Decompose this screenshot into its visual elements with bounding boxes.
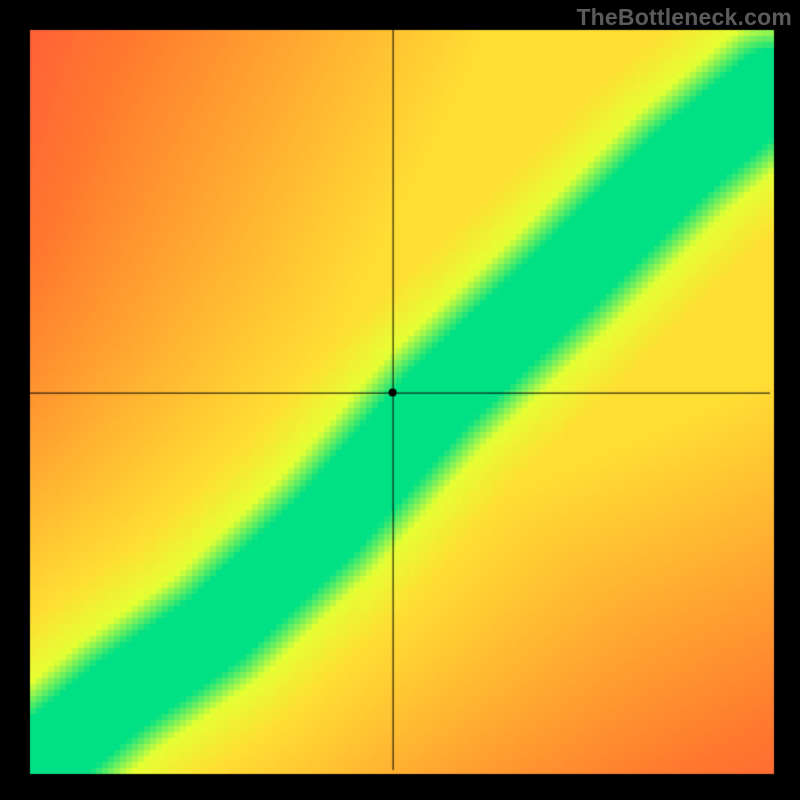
watermark-label: TheBottleneck.com <box>576 4 792 31</box>
bottleneck-heatmap <box>0 0 800 800</box>
